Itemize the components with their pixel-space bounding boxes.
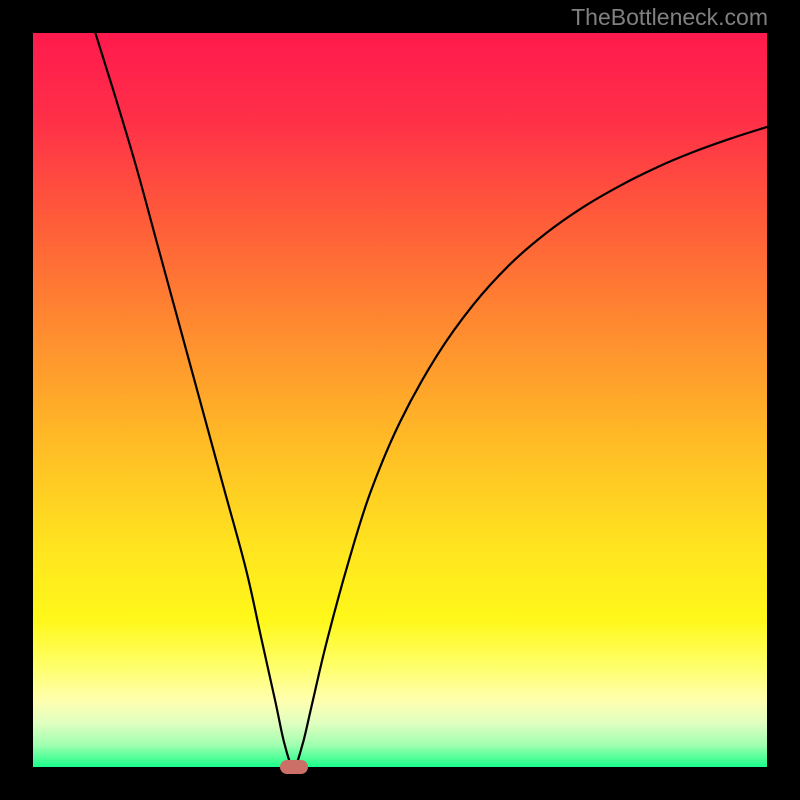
plot-area — [33, 33, 767, 767]
figure: TheBottleneck.com — [0, 0, 800, 800]
notch-marker — [280, 760, 308, 774]
watermark-text: TheBottleneck.com — [571, 4, 768, 31]
curve-layer — [33, 33, 767, 767]
curve-path — [95, 33, 767, 767]
